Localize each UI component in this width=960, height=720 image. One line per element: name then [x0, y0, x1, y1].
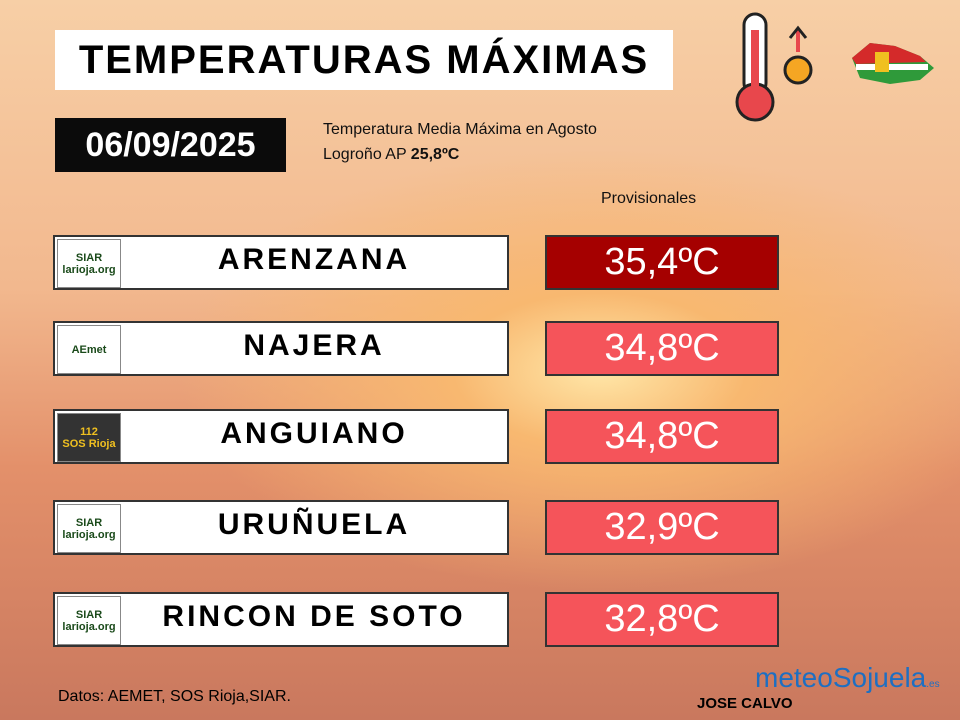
source-logo: AEmet [57, 325, 121, 374]
temperature: 34,8ºC [545, 409, 779, 464]
logo-text: larioja.org [62, 263, 116, 276]
source-logo: SIAR larioja.org [57, 596, 121, 645]
value: 25,8ºC [410, 146, 460, 163]
station-name: RINCON DE SOTO [162, 600, 466, 633]
region-flag [852, 43, 934, 84]
source-logo: SIAR larioja.org [57, 239, 121, 288]
title: TEMPERATURAS MÁXIMAS [55, 30, 673, 90]
station-box: SIAR larioja.org RINCON DE SOTO [53, 592, 509, 647]
logo-text: SIAR [75, 251, 103, 264]
station-box: 112 SOS Rioja ANGUIANO [53, 409, 509, 464]
station-box: SIAR larioja.org URUÑUELA [53, 500, 509, 555]
note: Logroño AP 25,8ºC [323, 146, 459, 164]
brand-part: Sojuela [832, 662, 927, 693]
source-logo: SIAR larioja.org [57, 504, 121, 553]
temperature: 32,8ºC [545, 592, 779, 647]
brand-part: meteo [755, 662, 833, 693]
logo-text: AEmet [71, 343, 107, 356]
station-box: SIAR larioja.org ARENZANA [53, 235, 509, 290]
note: Temperatura Media Máxima en Agosto [323, 121, 597, 138]
station: Logroño AP [323, 146, 407, 163]
date: 06/09/2025 [55, 118, 286, 172]
author: JOSE CALVO [697, 695, 793, 712]
source-logo: 112 SOS Rioja [57, 413, 121, 462]
provisional: Provisionales [601, 190, 697, 207]
thermometer-icon [735, 12, 813, 122]
brand: meteoSojuela.es [755, 662, 940, 694]
station-name: ARENZANA [217, 243, 411, 276]
temperature: 35,4ºC [545, 235, 779, 290]
station-name: NAJERA [243, 329, 385, 362]
logo-text: 112 [80, 425, 98, 438]
logo-text: larioja.org [62, 620, 116, 633]
temperature: 34,8ºC [545, 321, 779, 376]
station-name: ANGUIANO [220, 417, 408, 450]
logo-text: SOS Rioja [62, 437, 116, 450]
station-box: AEmet NAJERA [53, 321, 509, 376]
logo-text: SIAR [75, 608, 103, 621]
brand-part: .es [926, 679, 940, 690]
logo-text: larioja.org [62, 528, 116, 541]
station-name: URUÑUELA [217, 508, 411, 541]
logo-text: SIAR [75, 516, 103, 529]
sources: Datos: AEMET, SOS Rioja,SIAR. [58, 688, 291, 705]
temperature: 32,9ºC [545, 500, 779, 555]
